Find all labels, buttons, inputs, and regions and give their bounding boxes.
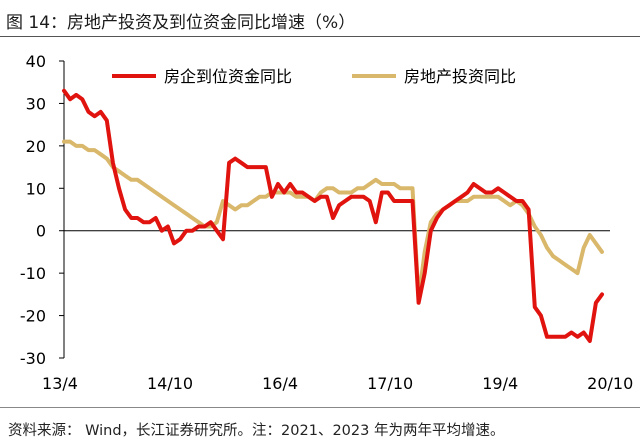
x-tick-label: 16/4	[262, 374, 298, 393]
y-tick-label: -10	[20, 264, 46, 283]
source-note: 资料来源： Wind，长江证券研究所。注：2021、2023 年为两年平均增速。	[8, 423, 505, 439]
x-tick-label: 14/10	[147, 374, 193, 393]
title-rule	[0, 36, 640, 37]
x-tick-label: 19/4	[482, 374, 518, 393]
y-tick-label: 30	[26, 94, 46, 113]
series-line-investment	[62, 139, 604, 301]
y-tick-label: -30	[20, 349, 46, 368]
line-chart: 40 30 20 10 0 -10 -20 -30 13/4 14/10 16/4 17/10 19/4…	[20, 52, 633, 393]
note-rule	[0, 407, 640, 408]
y-tick-label: 10	[26, 179, 46, 198]
x-tick-label: 20/10	[587, 374, 633, 393]
chart-series	[62, 88, 604, 343]
y-tick-label: 0	[36, 222, 46, 241]
series-line-funds	[62, 88, 604, 343]
legend-label-investment: 房地产投资同比	[404, 67, 516, 86]
y-tick-label: -20	[20, 307, 46, 326]
y-tick-label: 40	[26, 52, 46, 71]
y-tick-label: 20	[26, 137, 46, 156]
x-tick-label: 17/10	[367, 374, 413, 393]
figure-title: 图 14：房地产投资及到位资金同比增速（%）	[6, 13, 356, 33]
chart-legend: 房企到位资金同比 房地产投资同比	[112, 67, 516, 86]
x-tick-label: 13/4	[42, 374, 78, 393]
legend-label-funds: 房企到位资金同比	[164, 67, 292, 86]
chart-axes: 40 30 20 10 0 -10 -20 -30 13/4 14/10 16/4 17/10 19/4…	[20, 52, 633, 393]
